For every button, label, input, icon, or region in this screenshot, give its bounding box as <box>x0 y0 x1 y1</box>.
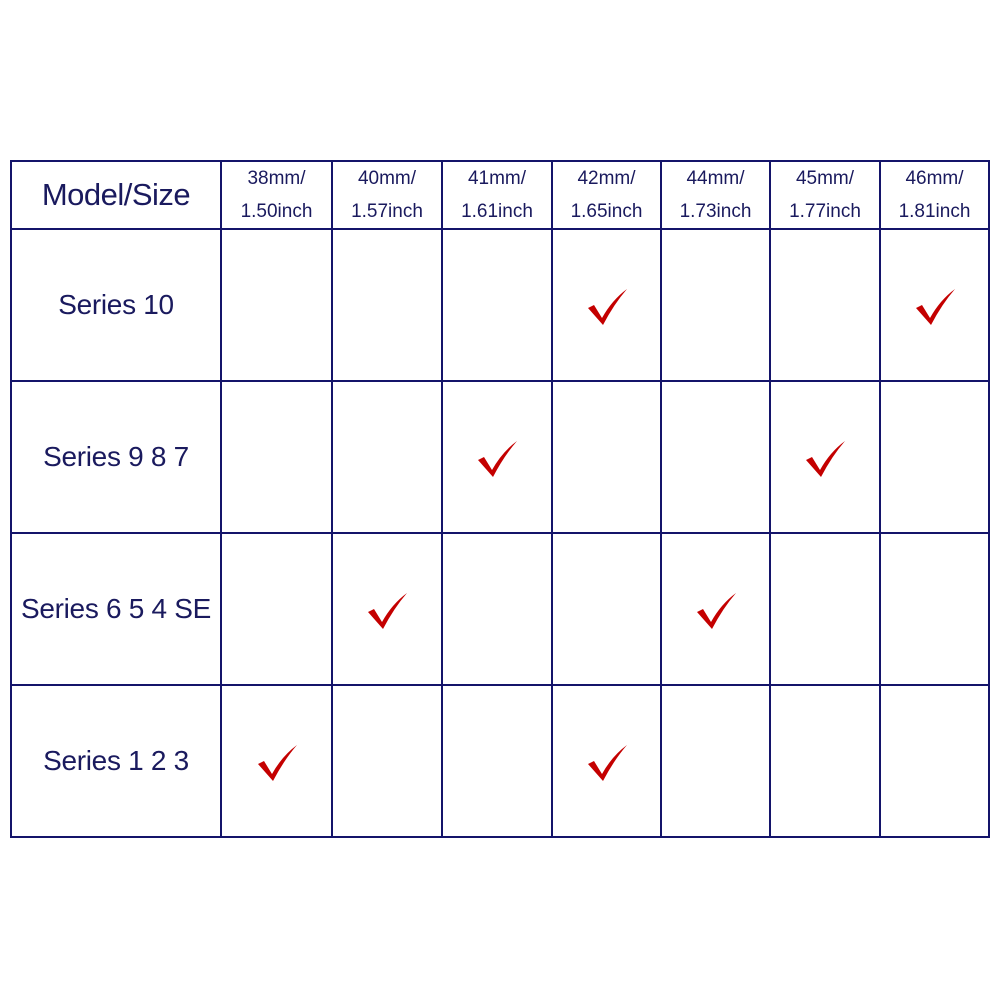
model-label: Series 9 8 7 <box>43 441 189 472</box>
size-inch: 1.81inch <box>898 201 971 222</box>
header-row: Model/Size 38mm/1.50inch 40mm/1.57inch 41m… <box>10 160 990 230</box>
size-header-cell: 41mm/1.61inch <box>441 160 553 230</box>
size-mm: 46mm/ <box>905 168 964 189</box>
checkmark-icon <box>478 440 517 477</box>
fit-cell <box>441 532 553 686</box>
fit-cell <box>331 684 443 838</box>
size-inch: 1.50inch <box>240 201 313 222</box>
table-row: Series 9 8 7 <box>10 380 990 534</box>
fit-cell <box>220 684 333 838</box>
size-header-cell: 44mm/1.73inch <box>660 160 771 230</box>
size-compatibility-table: Model/Size 38mm/1.50inch 40mm/1.57inch 41m… <box>10 160 990 838</box>
fit-cell <box>551 380 662 534</box>
model-size-header: Model/Size <box>41 177 191 212</box>
fit-cell <box>551 684 662 838</box>
model-cell: Series 10 <box>10 228 222 382</box>
fit-cell <box>879 532 990 686</box>
size-header-cell: 40mm/1.57inch <box>331 160 443 230</box>
checkmark-icon <box>587 744 627 781</box>
model-label: Series 1 2 3 <box>43 745 189 776</box>
checkmark-icon <box>587 288 627 325</box>
fit-cell <box>660 228 771 382</box>
size-inch: 1.65inch <box>570 201 643 222</box>
checkmark-icon <box>915 288 955 325</box>
fit-cell <box>879 228 990 382</box>
size-mm: 45mm/ <box>795 168 855 189</box>
size-mm: 44mm/ <box>686 168 745 189</box>
size-mm: 40mm/ <box>357 168 417 189</box>
model-label: Series 10 <box>58 289 174 320</box>
fit-cell <box>441 380 553 534</box>
size-inch: 1.73inch <box>679 201 752 222</box>
fit-cell <box>660 532 771 686</box>
fit-cell <box>551 228 662 382</box>
fit-cell <box>331 380 443 534</box>
checkmark-icon <box>368 592 407 629</box>
checkmark-icon <box>696 592 736 629</box>
fit-cell <box>879 380 990 534</box>
model-cell: Series 9 8 7 <box>10 380 222 534</box>
corner-cell: Model/Size <box>10 160 222 230</box>
table-row: Series 6 5 4 SE <box>10 532 990 686</box>
fit-cell <box>331 532 443 686</box>
fit-cell <box>551 532 662 686</box>
fit-cell <box>660 684 771 838</box>
size-header-cell: 42mm/1.65inch <box>551 160 662 230</box>
checkmark-icon <box>257 744 297 781</box>
fit-cell <box>220 380 333 534</box>
fit-cell <box>220 228 333 382</box>
fit-cell <box>769 532 881 686</box>
fit-cell <box>331 228 443 382</box>
size-header-cell: 45mm/1.77inch <box>769 160 881 230</box>
size-inch: 1.77inch <box>789 201 861 222</box>
model-cell: Series 6 5 4 SE <box>10 532 222 686</box>
table-row: Series 10 <box>10 228 990 382</box>
fit-cell <box>769 380 881 534</box>
model-cell: Series 1 2 3 <box>10 684 222 838</box>
fit-cell <box>769 684 881 838</box>
size-mm: 42mm/ <box>577 168 636 189</box>
fit-cell <box>660 380 771 534</box>
fit-cell <box>441 684 553 838</box>
size-header-cell: 46mm/1.81inch <box>879 160 990 230</box>
size-inch: 1.57inch <box>351 201 423 222</box>
fit-cell <box>769 228 881 382</box>
size-inch: 1.61inch <box>461 201 533 222</box>
table-row: Series 1 2 3 <box>10 684 990 838</box>
size-mm: 41mm/ <box>467 168 527 189</box>
fit-cell <box>220 532 333 686</box>
checkmark-icon <box>806 440 845 477</box>
fit-cell <box>441 228 553 382</box>
size-mm: 38mm/ <box>247 168 306 189</box>
fit-cell <box>879 684 990 838</box>
model-label: Series 6 5 4 SE <box>20 593 212 624</box>
size-header-cell: 38mm/1.50inch <box>220 160 333 230</box>
